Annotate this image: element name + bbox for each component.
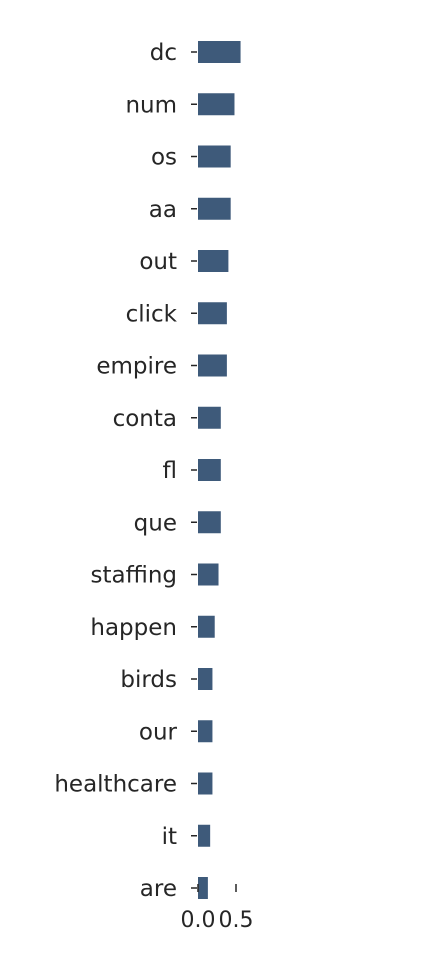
bar-num <box>198 93 235 116</box>
bar-empire <box>198 354 227 377</box>
bar-dc <box>198 41 241 63</box>
x-tick-label: 0.5 <box>219 908 254 933</box>
bar-conta <box>198 406 221 429</box>
bar-os <box>198 145 231 168</box>
x-axis: 0.0 0.5 <box>181 884 254 933</box>
y-tick-label: conta <box>113 406 177 432</box>
y-tick-label: fl <box>163 458 178 484</box>
y-tick-label: empire <box>96 354 177 380</box>
y-tick-label: happen <box>90 615 177 641</box>
bar-fl <box>198 459 221 481</box>
bar-aa <box>198 197 231 220</box>
y-tick-label: os <box>151 145 177 171</box>
y-tick-label: que <box>134 510 177 536</box>
y-tick-label: it <box>162 824 177 850</box>
x-tick-label: 0.0 <box>181 908 216 933</box>
y-tick-label: healthcare <box>54 772 177 798</box>
y-tick-label: staffing <box>90 563 177 589</box>
bars-layer <box>198 41 241 899</box>
bar-out <box>198 250 229 272</box>
bar-it <box>198 824 211 847</box>
y-axis: dc num os aa out click empire conta fl que staffin… <box>54 40 197 902</box>
y-tick-label: are <box>140 876 177 902</box>
bar-click <box>198 302 227 325</box>
y-tick-label: birds <box>120 667 177 693</box>
y-tick-label: our <box>139 719 178 745</box>
bar-happen <box>198 615 215 638</box>
bar-healthcare <box>198 772 213 795</box>
bar-birds <box>198 668 213 690</box>
y-tick-label: aa <box>149 197 177 223</box>
bar-que <box>198 511 221 534</box>
bar-are <box>198 877 208 899</box>
bar-staffing <box>198 563 219 586</box>
y-tick-label: num <box>125 92 177 118</box>
y-tick-label: out <box>139 249 177 275</box>
bar-our <box>198 720 213 743</box>
y-tick-label: dc <box>150 40 177 66</box>
y-tick-label: click <box>126 301 178 327</box>
